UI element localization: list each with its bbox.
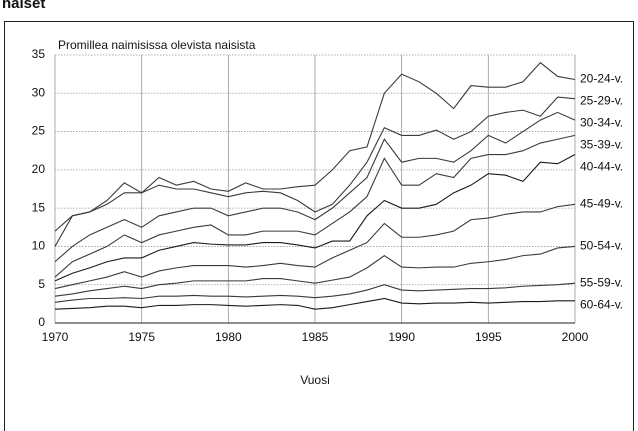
series-label: 20-24-v. xyxy=(580,72,623,86)
x-tick-label: 1970 xyxy=(42,330,69,344)
series-label: 60-64-v. xyxy=(580,297,623,311)
series-line xyxy=(54,297,575,310)
series-line xyxy=(54,203,576,290)
series-line xyxy=(54,282,576,303)
series-line xyxy=(54,111,576,263)
series-line xyxy=(54,96,576,247)
series-label: 35-39-v. xyxy=(580,138,623,152)
series-line xyxy=(54,134,576,278)
series-label: 55-59-v. xyxy=(580,275,623,289)
series-label: 45-49-v. xyxy=(580,196,623,210)
y-axis-title: Promillea naimisissa olevista naisista xyxy=(58,38,256,52)
chart-title: naiset xyxy=(2,0,45,12)
x-tick-label: 1980 xyxy=(215,330,242,344)
series-label: 40-44-v. xyxy=(580,160,623,174)
y-tick-label: 35 xyxy=(32,47,46,61)
y-tick-label: 15 xyxy=(32,200,46,214)
series-line xyxy=(54,154,576,282)
x-tick-label: 1995 xyxy=(475,330,502,344)
series-line xyxy=(54,245,576,297)
series-label: 30-34-v. xyxy=(580,116,623,130)
series-label: 25-29-v. xyxy=(580,94,623,108)
y-tick-label: 20 xyxy=(32,162,46,176)
y-tick-label: 30 xyxy=(32,85,46,99)
frame xyxy=(4,21,634,431)
y-tick-label: 5 xyxy=(38,277,45,291)
x-tick-label: 1975 xyxy=(128,330,155,344)
y-tick-label: 25 xyxy=(32,124,46,138)
x-tick-label: 1985 xyxy=(302,330,329,344)
series-label: 50-54-v. xyxy=(580,239,623,253)
x-tick-label: 1990 xyxy=(388,330,415,344)
x-axis-title: Vuosi xyxy=(300,373,330,387)
y-tick-label: 0 xyxy=(38,315,45,329)
x-tick-label: 2000 xyxy=(562,330,589,344)
y-tick-label: 10 xyxy=(32,239,46,253)
